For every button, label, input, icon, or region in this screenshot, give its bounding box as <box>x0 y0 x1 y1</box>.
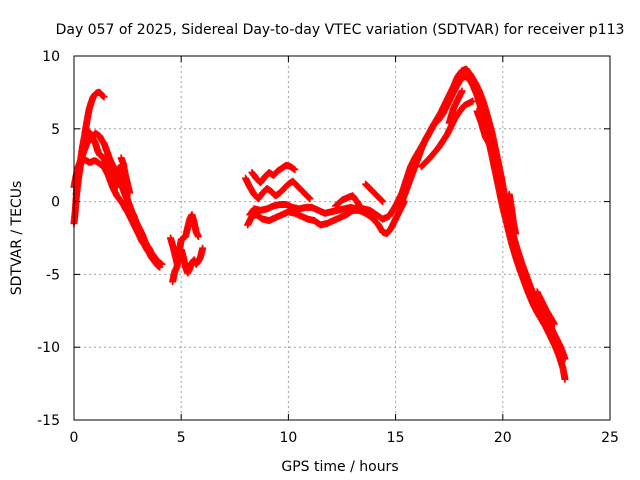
data-track <box>417 97 477 171</box>
plot-frame <box>73 55 611 421</box>
data-point <box>512 230 520 238</box>
data-point <box>379 198 387 206</box>
data-point <box>495 160 503 168</box>
data-track <box>332 192 370 217</box>
axis-ticks: 0 5 10 15 20 25 -15 -10 -5 0 5 10 <box>37 49 619 446</box>
data-track <box>362 180 387 206</box>
data-track <box>398 65 569 363</box>
data-point <box>291 166 299 174</box>
x-tick-label: 25 <box>601 430 619 446</box>
x-tick-label: 0 <box>70 430 79 446</box>
y-tick-label: -10 <box>37 340 60 356</box>
x-axis-title: GPS time / hours <box>281 459 398 475</box>
data-track <box>242 174 314 203</box>
data-point <box>362 209 370 217</box>
data-track <box>72 88 108 198</box>
data-point <box>561 355 569 363</box>
y-tick-label: 5 <box>51 122 60 138</box>
y-tick-label: -5 <box>46 267 60 283</box>
y-tick-label: 0 <box>51 195 60 211</box>
data-point <box>361 208 369 216</box>
data-point <box>156 263 164 271</box>
data-track <box>533 288 558 328</box>
data-point <box>458 87 466 95</box>
data-point <box>550 320 558 328</box>
x-tick-label: 20 <box>494 430 512 446</box>
data-track <box>473 107 503 168</box>
data-point <box>305 194 313 202</box>
data-point <box>306 195 314 203</box>
data-point <box>199 244 207 252</box>
y-tick-label: 10 <box>42 49 60 65</box>
data-point <box>469 97 477 105</box>
y-tick-label: -15 <box>37 413 60 429</box>
data-point <box>128 215 136 223</box>
data-track <box>445 87 466 127</box>
data-track <box>117 154 134 197</box>
x-tick-label: 5 <box>177 430 186 446</box>
data-track <box>248 161 299 187</box>
data-point <box>378 197 386 205</box>
x-tick-label: 10 <box>279 430 297 446</box>
grid-lines <box>74 56 610 420</box>
data-point <box>126 189 134 197</box>
data-point <box>100 93 108 101</box>
data-points <box>70 65 569 383</box>
chart-title: Day 057 of 2025, Sidereal Day-to-day VTE… <box>56 22 625 38</box>
data-track <box>169 211 202 286</box>
data-point <box>194 233 202 241</box>
data-track <box>503 190 520 238</box>
y-axis-title: SDTVAR / TECUs <box>9 181 25 296</box>
data-point <box>561 375 569 383</box>
x-tick-label: 15 <box>387 430 405 446</box>
